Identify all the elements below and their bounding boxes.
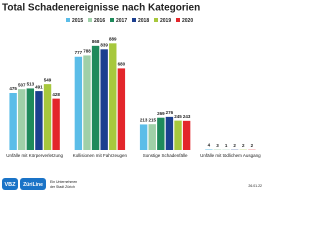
legend-label: 2020 bbox=[182, 18, 193, 24]
chart: Total Schadenereignisse nach Kategorien … bbox=[2, 3, 262, 190]
value-label: 243 bbox=[183, 114, 191, 119]
footer-date: 26.01.22 bbox=[248, 184, 262, 188]
value-label: 507 bbox=[18, 82, 26, 87]
value-label: 2 bbox=[233, 143, 236, 148]
bar bbox=[139, 124, 148, 150]
value-label: 475 bbox=[9, 86, 17, 91]
bar bbox=[174, 120, 182, 150]
bar bbox=[18, 89, 26, 150]
logo: VBZ bbox=[5, 182, 17, 188]
bar bbox=[182, 120, 191, 150]
bar bbox=[117, 68, 126, 150]
value-label: 889 bbox=[109, 37, 117, 42]
legend-swatch bbox=[66, 18, 70, 22]
value-label: 215 bbox=[148, 117, 156, 122]
legend-swatch bbox=[132, 18, 136, 22]
legend-label: 2016 bbox=[94, 18, 105, 24]
value-label: 2 bbox=[251, 143, 254, 148]
value-label: 680 bbox=[118, 62, 126, 67]
logo: ZüriLine bbox=[23, 182, 43, 188]
value-label: 788 bbox=[83, 49, 91, 54]
legend-swatch bbox=[88, 18, 92, 22]
legend-label: 2019 bbox=[160, 18, 171, 24]
value-label: 245 bbox=[174, 114, 182, 119]
bar bbox=[91, 45, 100, 151]
legend-label: 2015 bbox=[72, 18, 83, 24]
bar bbox=[165, 116, 174, 150]
value-label: 868 bbox=[92, 39, 100, 44]
bar bbox=[26, 88, 35, 150]
value-label: 1 bbox=[225, 143, 228, 148]
footer-note: Ein Unternehmen bbox=[50, 180, 77, 184]
value-label: 4 bbox=[208, 143, 211, 148]
bar bbox=[148, 124, 156, 150]
x-tick-label: Unfälle mit tödlichem Ausgang bbox=[200, 153, 261, 158]
bar bbox=[157, 117, 165, 150]
bar bbox=[83, 55, 91, 150]
value-label: 513 bbox=[27, 82, 35, 87]
value-label: 491 bbox=[35, 84, 43, 89]
chart-title: Total Schadenereignisse nach Kategorien bbox=[2, 3, 200, 14]
legend-swatch bbox=[154, 18, 158, 22]
x-tick-label: Unfälle mit Körperverletzung bbox=[6, 153, 63, 158]
bar bbox=[74, 56, 83, 151]
value-label: 3 bbox=[216, 143, 219, 148]
bar bbox=[52, 98, 60, 150]
legend-swatch bbox=[110, 18, 114, 22]
value-label: 839 bbox=[100, 43, 108, 48]
bar bbox=[9, 93, 17, 150]
value-label: 276 bbox=[166, 110, 174, 115]
value-label: 428 bbox=[52, 92, 60, 97]
legend-swatch bbox=[176, 18, 180, 22]
bar bbox=[100, 49, 108, 150]
bar bbox=[43, 84, 52, 150]
value-label: 2 bbox=[242, 143, 245, 148]
value-label: 269 bbox=[157, 111, 165, 116]
logo-box bbox=[2, 178, 18, 190]
value-label: 549 bbox=[44, 77, 52, 82]
logo-box bbox=[20, 178, 46, 190]
legend-label: 2017 bbox=[116, 18, 127, 24]
bar bbox=[35, 91, 43, 150]
x-tick-label: Sonstige Schadenfälle bbox=[143, 153, 188, 158]
bar bbox=[109, 43, 117, 150]
legend-label: 2018 bbox=[138, 18, 149, 24]
footer-note: der Stadt Zürich bbox=[50, 185, 75, 189]
value-label: 777 bbox=[75, 50, 83, 55]
value-label: 213 bbox=[140, 118, 148, 123]
x-tick-label: Kollisionen mit Fahrzeugen bbox=[73, 153, 128, 158]
